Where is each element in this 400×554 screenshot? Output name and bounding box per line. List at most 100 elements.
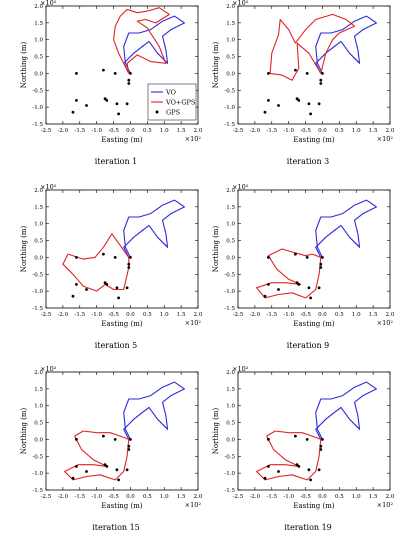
gps-point [117,478,120,482]
y-tick-label: 1.5 [226,387,235,393]
plot-frame [237,5,391,125]
gps-point [127,78,131,82]
gps-point [277,288,280,291]
x-tick-label: 2.0 [386,494,395,500]
y-tick-label: 1.0 [34,404,43,410]
series-line-vo [123,199,186,258]
x-tick-label: 1.0 [352,494,361,500]
plot-frame [45,5,199,125]
gps-point [127,262,131,266]
gps-point [117,296,120,300]
gps-point [295,463,299,467]
gps-point [309,112,312,116]
gps-point [113,72,117,75]
x-tick-label: 2.0 [386,312,395,318]
y-tick-label: 2.0 [226,188,235,194]
panel-caption: iteration 15 [92,523,140,532]
y-tick-label: 1.0 [226,222,235,228]
x-tick-label: 0.5 [143,494,152,500]
y-tick-label: 0.0 [226,437,235,443]
gps-point [102,68,105,72]
y-exponent: ×10² [40,183,57,191]
y-exponent: ×10² [232,0,249,7]
y-exponent: ×10² [40,0,57,7]
series-line-vo-gps [256,248,322,299]
x-tick-label: 0.0 [126,128,135,134]
gps-point [71,476,75,480]
chart-panel-1: -2.5 -2.0 -1.5 -1.0 -0.5 0.0 0.5 1.0 1.5 2.0-1.5-… [20,0,203,166]
gps-point [277,470,280,473]
gps-point [127,444,131,448]
y-exponent: ×10² [232,365,249,373]
gps-point [102,434,105,438]
y-tick-label: -1.5 [224,488,235,494]
y-axis-label: Northing (m) [212,225,220,272]
y-tick-label: 0.5 [34,55,43,61]
gps-point [75,72,78,75]
x-tick-label: -1.0 [91,494,102,500]
gps-point [115,286,119,290]
gps-point [263,476,267,480]
y-tick-label: -1.0 [32,105,43,111]
gps-point [129,72,132,75]
x-tick-label: -2.5 [41,128,52,134]
x-tick-label: -1.0 [283,494,294,500]
gps-point [294,434,297,438]
x-exponent: ×10² [377,319,394,327]
y-tick-label: 2.0 [34,188,43,194]
y-tick-label: 1.0 [34,38,43,44]
x-exponent: ×10² [185,319,202,327]
y-tick-label: 1.5 [226,205,235,211]
series-line-vo [315,199,378,258]
x-tick-label: -2.5 [233,494,244,500]
gps-point [294,68,297,72]
x-tick-label: 0.5 [335,494,344,500]
x-tick-label: -1.0 [91,312,102,318]
gps-point [127,82,131,85]
series-line-vo-gps [64,430,130,481]
y-tick-label: -0.5 [32,272,43,278]
x-tick-label: -0.5 [300,494,311,500]
gps-point [319,448,323,451]
x-tick-label: 2.0 [194,312,203,318]
x-tick-label: 1.0 [352,128,361,134]
y-tick-label: 0.5 [226,55,235,61]
x-tick-label: -2.0 [250,494,261,500]
y-tick-label: 1.0 [226,404,235,410]
gps-point [105,99,109,102]
x-tick-label: -0.5 [108,128,119,134]
gps-point [309,296,312,300]
gps-point [267,99,270,102]
panel-caption: iteration 9 [287,341,329,350]
gps-point [103,97,107,101]
series-line-vo [123,381,186,440]
gps-point [75,256,78,259]
y-tick-label: -0.5 [224,88,235,94]
gps-point [277,104,280,107]
x-tick-label: -2.5 [41,312,52,318]
gps-point [319,444,323,448]
gps-point [102,252,105,256]
gps-point [129,256,132,259]
x-tick-label: -1.5 [74,494,85,500]
x-tick-label: -1.0 [283,312,294,318]
y-tick-label: 1.0 [226,38,235,44]
series-line-vo-gps [113,7,170,74]
legend-marker-gps [155,110,159,114]
y-tick-label: 0.5 [34,421,43,427]
gps-point [105,465,109,468]
y-axis-label: Northing (m) [20,407,28,454]
x-tick-label: -1.5 [74,312,85,318]
x-tick-label: 1.0 [160,128,169,134]
y-tick-label: 0.0 [226,255,235,261]
y-tick-label: -0.5 [32,454,43,460]
plot-frame [237,371,391,491]
y-tick-label: 2.0 [34,4,43,10]
x-tick-label: 0.5 [143,128,152,134]
x-exponent: ×10² [185,135,202,143]
x-axis-label: Easting (m) [293,320,335,328]
gps-point [319,266,323,269]
gps-point [319,262,323,266]
chart-panel-6: -2.5 -2.0 -1.5 -1.0 -0.5 0.0 0.5 1.0 1.5 2.0-1.5-… [212,365,395,532]
